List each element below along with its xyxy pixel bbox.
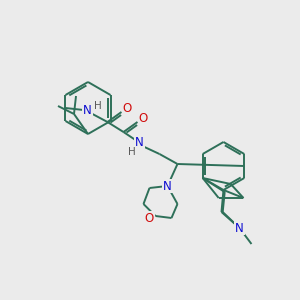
Text: O: O — [139, 112, 148, 124]
Text: H: H — [128, 147, 135, 157]
Text: O: O — [145, 212, 154, 224]
Text: H: H — [94, 101, 101, 111]
Text: N: N — [83, 103, 92, 116]
Text: N: N — [235, 221, 244, 235]
Text: N: N — [135, 136, 144, 148]
Text: N: N — [163, 179, 172, 193]
Text: O: O — [123, 101, 132, 115]
